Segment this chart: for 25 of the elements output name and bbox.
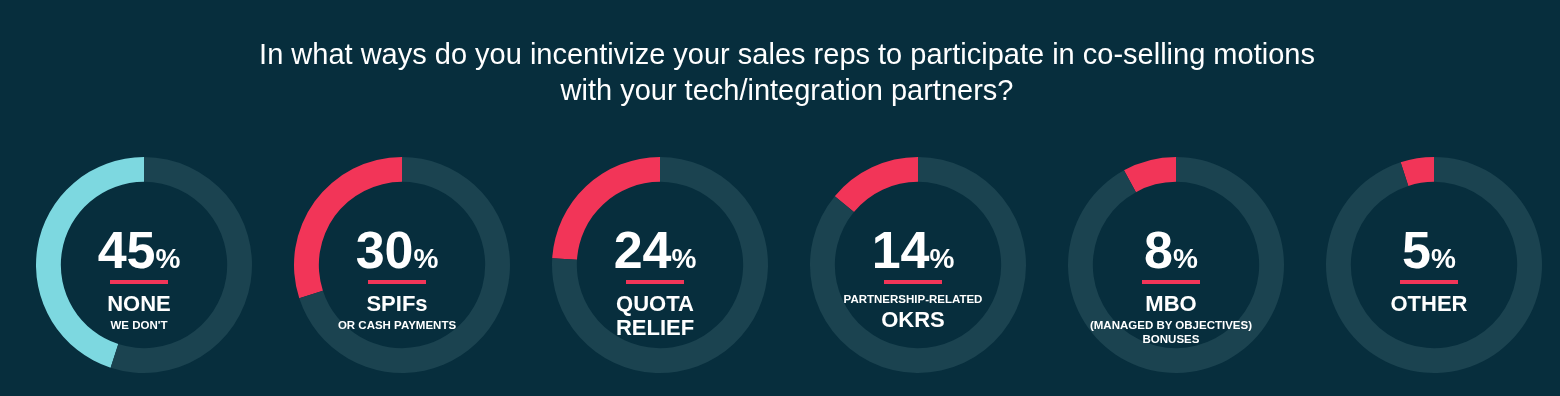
legend-label: OTHER [1390,291,1468,316]
data-label: 24% [613,221,697,279]
text: PARTNERSHIP-RELATED [843,292,983,306]
data-label: 30% [355,221,439,279]
donut-slice [1068,157,1284,373]
text: WE DON'T [110,318,168,332]
donut-slice [1400,157,1434,186]
donut-slice [810,157,1026,373]
data-label: 45% [97,221,181,279]
donut-slice [299,157,510,373]
data-label: 8% [1144,221,1198,279]
legend-label: SPIFs [366,291,428,316]
donut-slice [1326,157,1542,373]
data-label: 5% [1402,221,1456,279]
donut-slice [552,157,768,373]
text: In what ways do you incentivize your sales reps to participate in co-selling motions with your tech/integration partners? [258,37,1316,108]
donut-slice [1123,157,1176,193]
text: OR CASH PAYMENTS [337,318,457,332]
slice-label: NONE [107,291,171,316]
legend-label: OKRS [881,307,945,332]
data-label: 14% [871,221,955,279]
legend-label: MBO [1145,291,1197,316]
donut-slice [834,157,918,212]
text: (MANAGED BY OBJECTIVES) BONUSES [1088,318,1254,346]
legend-label: QUOTA RELIEF [614,291,696,340]
